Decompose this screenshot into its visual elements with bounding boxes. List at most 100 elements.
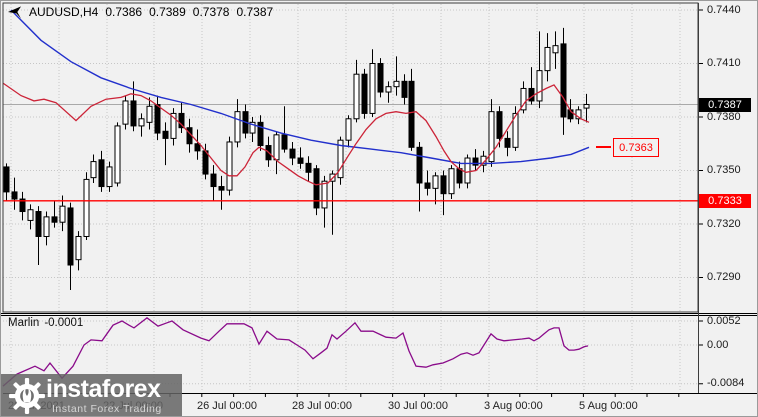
candle-body — [544, 46, 551, 72]
candle-body — [536, 70, 543, 102]
candle-body — [504, 137, 511, 148]
support-level-badge: 0.7333 — [699, 193, 751, 208]
indicator-axis-label: 0.0052 — [707, 314, 741, 327]
candle-body — [416, 146, 423, 184]
candle-body — [11, 191, 18, 200]
candle-body — [90, 161, 97, 179]
candle-body — [575, 109, 582, 120]
candle-body — [313, 168, 320, 209]
candle-body — [345, 118, 352, 141]
quote-bar: AUDUSD,H4 0.7386 0.7389 0.7378 0.7387 — [7, 4, 273, 20]
candle-body — [488, 111, 495, 163]
quote-symbol: AUDUSD,H4 — [29, 5, 99, 19]
candle-body — [67, 207, 74, 266]
candle-body — [464, 157, 471, 184]
candle-body — [75, 235, 82, 261]
instaforex-gear-icon — [9, 378, 45, 414]
candle-body — [19, 198, 26, 213]
ma-slow-line — [10, 9, 590, 165]
candle-body — [218, 186, 225, 191]
candle-body — [472, 157, 479, 166]
marlin-line — [2, 316, 589, 387]
candle-body — [162, 130, 169, 139]
candle-body — [226, 141, 233, 191]
candle-body — [146, 105, 153, 123]
candle-body — [496, 111, 503, 139]
candle-body — [210, 173, 217, 188]
candle-body — [35, 211, 42, 237]
candle-body — [305, 162, 312, 173]
candle-body — [43, 216, 50, 237]
time-axis-label: 28 Jul 00:00 — [292, 400, 352, 412]
candle-body — [361, 73, 368, 114]
candle-body — [408, 80, 415, 148]
candle-body — [432, 175, 439, 189]
candle-body — [385, 86, 392, 93]
candle-body — [114, 125, 121, 184]
candle-body — [98, 159, 105, 188]
candle-body — [560, 43, 567, 118]
candle-body — [234, 111, 241, 143]
price-scale[interactable]: 0.7440 0.7410 0.7380 0.7350 0.7320 0.7290 0.00… — [699, 1, 757, 393]
candle-body — [289, 148, 296, 159]
candle-body — [448, 168, 455, 195]
time-axis-label: 26 Jul 00:00 — [197, 400, 257, 412]
price-axis-label: 0.7380 — [707, 110, 741, 123]
indicator-name: Marlin — [8, 317, 40, 329]
candle-body — [122, 100, 129, 125]
candle-body — [27, 209, 34, 221]
logo-brand-text: instaforex — [46, 375, 161, 403]
time-axis-label: 5 Aug 00:00 — [579, 400, 638, 412]
candle-body — [59, 205, 66, 223]
indicator-value: -0.0001 — [44, 317, 84, 329]
quote-open: 0.7386 — [105, 5, 143, 19]
candle-body — [178, 112, 185, 129]
indicator-axis-label: -0.0084 — [707, 377, 745, 390]
instaforex-logo: instaforex Instant Forex Trading — [1, 374, 182, 416]
candle-body — [130, 100, 137, 127]
candle-body — [424, 182, 431, 189]
candle-body — [512, 112, 519, 148]
candle-body — [321, 180, 328, 209]
candle-body — [377, 63, 384, 93]
candle-body — [106, 166, 113, 188]
candle-body — [154, 104, 161, 134]
quote-close: 0.7387 — [236, 5, 274, 19]
candle-body — [401, 80, 408, 98]
candle-body — [528, 87, 535, 102]
candle-body — [281, 134, 288, 150]
candle-body — [440, 175, 447, 195]
quote-high: 0.7389 — [149, 5, 186, 19]
bid-price-badge: 0.7387 — [699, 97, 751, 112]
price-axis-label: 0.7350 — [707, 164, 741, 176]
price-axis-label: 0.7410 — [707, 57, 741, 69]
price-axis-label: 0.7320 — [707, 217, 741, 230]
candle-body — [202, 150, 209, 175]
time-axis-label: 3 Aug 00:00 — [484, 400, 543, 412]
ma-value-label: 0.7363 — [613, 138, 659, 158]
price-axis-label: 0.7440 — [707, 3, 741, 16]
candle-body — [353, 73, 360, 120]
logo-tagline-text: Instant Forex Trading — [52, 403, 162, 415]
candle-body — [456, 168, 463, 184]
candle-body — [273, 134, 280, 161]
candle-body — [51, 216, 58, 223]
candle-body — [83, 178, 90, 237]
indicator-name-label: Marlin -0.0001 — [8, 317, 83, 329]
candle-body — [337, 139, 344, 179]
candle-body — [3, 166, 10, 193]
candle-body — [297, 157, 304, 164]
candle-body — [170, 112, 177, 139]
candle-body — [369, 63, 376, 114]
ma-fast-line — [2, 82, 590, 186]
candle-body — [520, 87, 527, 111]
time-axis-label: 30 Jul 00:00 — [388, 400, 448, 412]
candle-body — [249, 121, 256, 134]
candle-body — [393, 80, 400, 88]
indicator-axis-label: 0.00 — [707, 338, 729, 351]
price-axis-label: 0.7290 — [707, 271, 741, 283]
candle-body — [583, 104, 590, 109]
cursor-arrow-icon — [7, 6, 22, 19]
